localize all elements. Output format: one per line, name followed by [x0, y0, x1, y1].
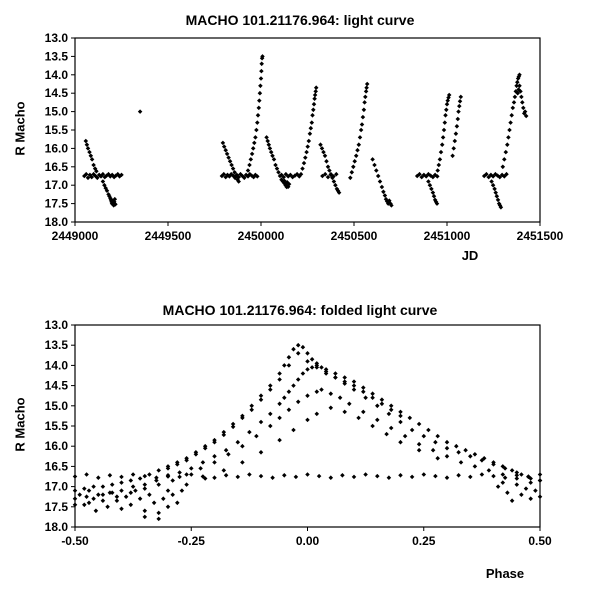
x-tick-label: 2449000 [52, 229, 99, 243]
y-tick-label: 16.0 [45, 439, 69, 453]
plot-frame [74, 37, 541, 223]
y-tick-label: 17.5 [45, 500, 69, 514]
x-tick-label: -0.25 [178, 534, 206, 548]
y-tick-label: 13.5 [45, 49, 69, 63]
y-axis-ticks: 13.0 13.5 14.0 14.5 15.0 15.5 16.0 16.5 17.0 17.5… [45, 318, 75, 534]
x-tick-label: 0.00 [296, 534, 320, 548]
y-tick-label: 14.5 [45, 86, 69, 100]
y-tick-label: 13.5 [45, 338, 69, 352]
y-tick-label: 16.5 [45, 160, 69, 174]
y-tick-label: 15.0 [45, 399, 69, 413]
y-tick-label: 18.0 [45, 520, 69, 534]
y-tick-label: 17.0 [45, 480, 69, 494]
y-tick-label: 15.5 [45, 123, 69, 137]
folded-light-curve-chart: -0.50 -0.25 0.00 0.25 0.50 13.0 13.5 14.0 14.5 15… [0, 290, 600, 600]
x-axis-label: JD [461, 248, 479, 263]
x-axis-label: Phase [485, 566, 525, 581]
chart-title: MACHO 101.21176.964: folded light curve [162, 302, 438, 318]
x-tick-label: 0.25 [412, 534, 436, 548]
y-tick-label: 16.5 [45, 459, 69, 473]
y-tick-label: 14.5 [45, 379, 69, 393]
x-tick-label: 0.50 [528, 534, 552, 548]
x-tick-label: 2450500 [331, 229, 378, 243]
x-axis-ticks: -0.50 -0.25 0.00 0.25 0.50 [61, 527, 552, 548]
x-tick-label: 2449500 [145, 229, 192, 243]
x-tick-label: -0.50 [61, 534, 89, 548]
x-tick-label: 2451000 [424, 229, 471, 243]
x-axis-ticks: 2449000 2449500 2450000 2450500 2451000 24515… [52, 222, 564, 243]
light-curve-plot: 2449000 2449500 2450000 2450500 2451000 24515… [45, 31, 564, 243]
y-axis-label: R Macho [12, 397, 28, 452]
y-axis-label: R Macho [12, 101, 28, 156]
chart-title: MACHO 101.21176.964: light curve [185, 12, 415, 28]
x-tick-label: 2451500 [517, 229, 564, 243]
folded-light-curve-plot: -0.50 -0.25 0.00 0.25 0.50 13.0 13.5 14.0 14.5 15… [45, 318, 552, 548]
y-axis-ticks: 13.0 13.5 14.0 14.5 15.0 15.5 16.0 16.5 17.0 17.5… [45, 31, 75, 229]
y-tick-label: 15.5 [45, 419, 69, 433]
y-tick-label: 18.0 [45, 215, 69, 229]
y-tick-label: 14.0 [45, 68, 69, 82]
scatter-points [72, 342, 543, 522]
light-curve-chart: 2449000 2449500 2450000 2450500 2451000 24515… [0, 0, 600, 290]
y-tick-label: 17.0 [45, 178, 69, 192]
y-tick-label: 13.0 [45, 31, 69, 45]
y-tick-label: 17.5 [45, 197, 69, 211]
y-tick-label: 15.0 [45, 105, 69, 119]
x-tick-label: 2450000 [238, 229, 285, 243]
y-tick-label: 16.0 [45, 141, 69, 155]
y-tick-label: 14.0 [45, 358, 69, 372]
y-tick-label: 13.0 [45, 318, 69, 332]
scatter-points [82, 54, 529, 210]
